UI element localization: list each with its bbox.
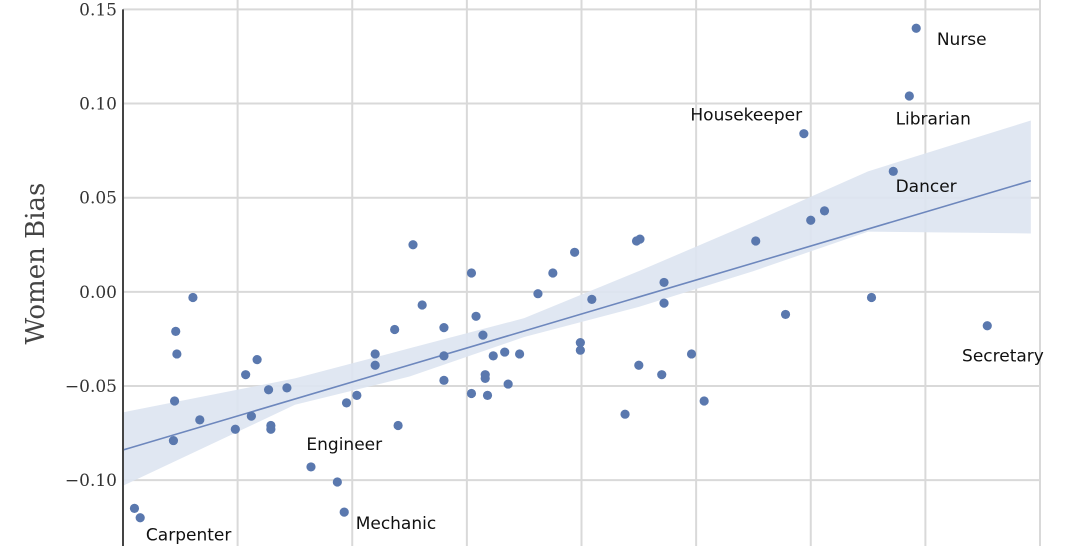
data-point — [439, 323, 449, 333]
data-point — [230, 424, 240, 434]
data-point — [982, 321, 992, 331]
data-point — [332, 477, 342, 487]
y-tick-labels: 0.15 0.10 0.05 0.00 −0.05 −0.10 — [65, 0, 117, 491]
points-layer — [129, 23, 992, 523]
data-point — [370, 360, 380, 370]
data-point — [888, 166, 898, 176]
data-point — [911, 23, 921, 33]
data-point — [370, 349, 380, 359]
data-point — [515, 349, 525, 359]
data-point — [503, 379, 513, 389]
data-point — [799, 129, 809, 139]
point-annotation: Librarian — [896, 109, 971, 129]
data-point — [168, 435, 179, 446]
data-point — [533, 289, 543, 299]
data-point — [575, 338, 585, 348]
data-point — [488, 351, 498, 361]
y-tick-label: −0.10 — [65, 471, 117, 491]
data-point — [352, 390, 362, 400]
data-point — [169, 396, 180, 406]
regression-line — [122, 179, 1032, 451]
data-point — [480, 370, 490, 380]
data-point — [471, 311, 481, 321]
point-annotation: Dancer — [896, 177, 957, 197]
annotations: Nurse Housekeeper Librarian Dancer Secretary… — [146, 30, 1044, 545]
point-annotation: Engineer — [306, 435, 382, 455]
data-point — [282, 383, 292, 393]
data-point — [393, 420, 403, 431]
data-point — [686, 349, 697, 359]
data-point — [135, 513, 145, 523]
y-tick-label: 0.10 — [79, 95, 117, 115]
data-point — [339, 507, 349, 517]
data-point — [659, 277, 669, 288]
data-point — [241, 370, 251, 380]
data-point — [806, 215, 816, 225]
data-point — [408, 240, 418, 250]
data-point — [575, 345, 585, 355]
y-tick-label: −0.05 — [65, 377, 117, 397]
data-point — [466, 388, 477, 399]
data-point — [780, 309, 791, 320]
data-point — [548, 268, 558, 278]
data-point — [482, 390, 493, 400]
data-point — [263, 385, 274, 395]
data-point — [252, 355, 262, 365]
data-point — [266, 424, 276, 434]
data-point — [657, 370, 667, 380]
fit-line-layer — [122, 179, 1032, 451]
confidence-band-layer — [123, 120, 1031, 486]
data-point — [466, 268, 477, 278]
y-tick-label: 0.00 — [79, 283, 117, 303]
data-point — [659, 298, 669, 308]
data-point — [478, 330, 488, 340]
data-point — [634, 360, 644, 370]
data-point — [195, 415, 205, 425]
data-point — [439, 375, 449, 385]
y-tick-label: 0.15 — [79, 0, 117, 20]
data-point — [587, 294, 597, 304]
data-point — [866, 292, 877, 303]
data-point — [172, 349, 182, 359]
confidence-band — [123, 120, 1031, 486]
y-tick-label: 0.05 — [79, 189, 117, 209]
point-annotation: Nurse — [937, 30, 987, 50]
data-point — [699, 396, 709, 406]
data-point — [439, 351, 449, 361]
data-point — [390, 324, 400, 335]
data-point — [570, 247, 580, 257]
point-annotation: Mechanic — [356, 514, 437, 534]
data-point — [500, 347, 510, 357]
data-point — [904, 91, 914, 101]
grid — [123, 0, 1041, 546]
point-annotation: Carpenter — [146, 525, 231, 545]
data-point — [635, 234, 645, 244]
data-point — [417, 300, 427, 310]
data-point — [129, 503, 140, 513]
point-annotation: Secretary — [962, 346, 1044, 366]
data-point — [306, 462, 316, 472]
data-point — [819, 206, 830, 216]
data-point — [341, 398, 352, 408]
data-point — [171, 326, 181, 336]
data-point — [188, 292, 198, 303]
data-point — [246, 411, 256, 421]
data-point — [751, 236, 761, 246]
data-point — [620, 409, 630, 419]
point-annotation: Housekeeper — [690, 105, 802, 125]
y-axis-label: Women Bias — [21, 183, 51, 345]
